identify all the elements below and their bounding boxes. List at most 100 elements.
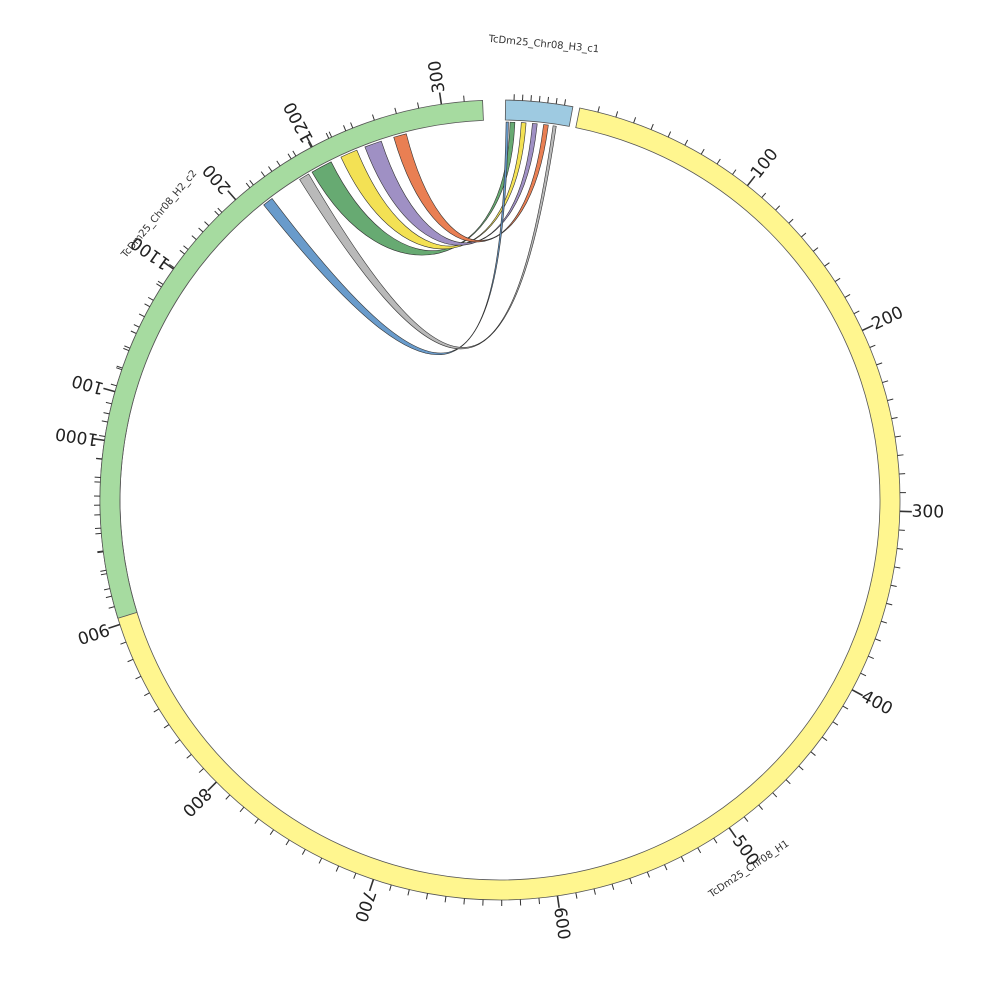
minor-tick [292,150,297,157]
minor-tick [810,751,816,756]
minor-tick [775,205,781,211]
minor-tick [239,806,245,813]
minor-tick [133,324,140,328]
minor-tick [144,692,150,697]
segment-tcdm25-chr08-h3-c1 [504,99,574,127]
minor-tick [153,708,160,713]
minor-tick [156,283,162,288]
minor-tick [890,584,897,588]
minor-tick [268,166,273,172]
minor-tick [555,97,558,105]
major-tick [556,895,560,908]
minor-tick [99,435,106,437]
tick-label: 200 [869,303,907,335]
minor-tick [853,310,860,315]
minor-tick [307,141,312,148]
minor-tick [214,210,220,216]
minor-tick [389,884,392,891]
tick-label: 1200 [280,98,318,146]
minor-tick [844,293,851,298]
minor-tick [96,458,103,460]
minor-tick [174,739,181,744]
minor-tick [463,95,465,102]
minor-tick [285,839,290,846]
tick-label: 400 [858,687,896,720]
link-ribbon [299,125,557,350]
labels-layer: 1002003004005006007008009001000110012001… [54,34,944,941]
major-tick [746,175,756,187]
minor-tick [287,153,292,160]
minor-tick [147,296,154,301]
minor-tick [183,245,189,250]
minor-tick [597,106,600,113]
minor-tick [834,277,841,282]
tick-label: 900 [75,619,112,648]
major-tick [92,437,105,442]
minor-tick [886,602,893,606]
minor-tick [684,139,689,146]
minor-tick [772,792,778,798]
minor-tick [198,227,204,233]
minor-tick [575,892,578,899]
minor-tick [894,435,902,438]
minor-tick [896,547,904,550]
minor-tick [276,160,281,167]
minor-tick [891,416,898,420]
minor-tick [204,221,210,227]
minor-tick [144,303,151,308]
minor-tick [824,262,830,267]
link-ribbon [263,121,509,355]
tick-label: 600 [549,906,573,941]
minor-tick [611,883,615,890]
major-tick [368,879,375,892]
minor-tick [97,550,104,553]
minor-tick [269,829,274,835]
major-tick [103,387,116,393]
major-tick [728,827,737,839]
minor-tick [785,779,791,785]
minor-tick [593,888,596,895]
minor-tick [127,658,134,663]
minor-tick [105,595,112,599]
minor-tick [191,235,197,240]
minor-tick [328,131,333,138]
minor-tick [788,218,794,224]
minor-tick [538,898,541,905]
minor-tick [897,454,904,456]
tick-label: 300 [911,502,944,523]
minor-tick [832,721,839,726]
minor-tick [95,532,102,535]
minor-tick [198,768,204,773]
minor-tick [110,383,117,387]
minor-tick [353,872,357,879]
tick-label: 300 [425,59,450,94]
minor-tick [417,102,420,109]
minor-tick [138,313,145,318]
minor-tick [842,705,849,710]
minor-tick [758,804,764,810]
minor-tick [103,412,110,415]
minor-tick [798,765,804,771]
minor-tick [100,573,107,576]
segment-label-tcdm25-chr08-h3-c1: TcDm25_Chr08_H3_c1 [487,34,600,56]
ticks-layer [92,92,912,908]
minor-tick [123,347,130,352]
minor-tick [700,148,705,155]
minor-tick [325,132,330,139]
minor-tick [169,263,175,269]
minor-tick [697,847,702,854]
minor-tick [874,638,881,642]
tick-label: 100 [747,145,783,183]
major-tick [851,689,864,697]
minor-tick [260,171,266,177]
minor-tick [101,420,108,423]
tick-label: 1000 [54,423,100,449]
segments-layer [99,99,901,901]
minor-tick [116,365,123,369]
minor-tick [629,878,633,885]
minor-tick [217,207,223,213]
major-tick [438,92,443,105]
major-tick [305,135,313,148]
minor-tick [444,896,447,903]
